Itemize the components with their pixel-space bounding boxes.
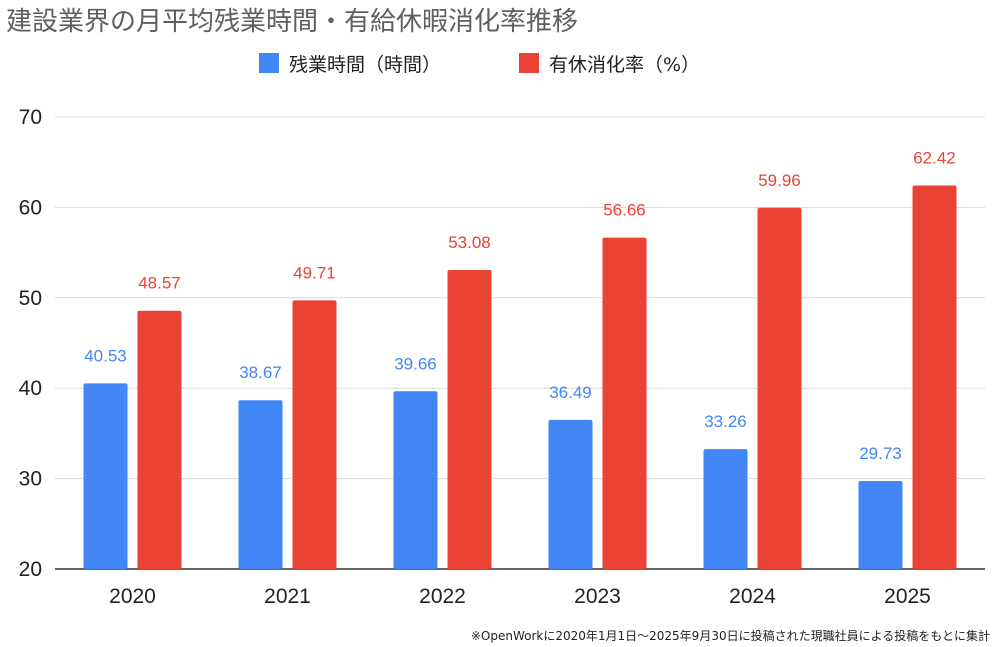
y-tick-label-60: 60 (19, 196, 42, 219)
y-tick-label-50: 50 (19, 287, 42, 310)
x-tick-label-2022: 2022 (419, 585, 466, 608)
chart-title: 建設業界の月平均残業時間・有給休暇消化率推移 (6, 7, 578, 37)
bar-leave-rate-2023 (602, 237, 647, 569)
y-tick-label-30: 30 (19, 468, 42, 491)
legend-swatch-leave-rate (519, 53, 539, 73)
legend-label-leave-rate: 有休消化率（%） (549, 54, 700, 76)
legend: 残業時間（時間） 有休消化率（%） (259, 53, 700, 76)
data-label-overtime-2024: 33.26 (704, 412, 747, 431)
data-label-leave-rate-2022: 53.08 (448, 233, 491, 252)
bar-leave-rate-2022 (447, 269, 492, 569)
bars (83, 185, 957, 569)
bar-overtime-2023 (548, 419, 593, 569)
bar-leave-rate-2021 (292, 300, 337, 569)
legend-swatch-overtime (259, 53, 279, 73)
bar-overtime-2025 (858, 481, 903, 569)
data-label-overtime-2023: 36.49 (549, 383, 592, 402)
data-labels: 40.53 48.57 38.67 49.71 39.66 53.08 36.49 56.66… (84, 149, 956, 464)
y-tick-label-70: 70 (19, 106, 42, 129)
bar-overtime-2024 (703, 449, 748, 569)
bar-overtime-2022 (393, 391, 438, 569)
data-label-leave-rate-2020: 48.57 (138, 274, 181, 293)
data-label-leave-rate-2025: 62.42 (913, 149, 956, 168)
y-tick-label-20: 20 (19, 558, 42, 581)
data-label-overtime-2020: 40.53 (84, 346, 127, 365)
x-tick-label-2020: 2020 (109, 585, 156, 608)
y-tick-label-40: 40 (19, 377, 42, 400)
data-label-overtime-2025: 29.73 (859, 444, 902, 463)
bar-overtime-2020 (83, 383, 128, 569)
bar-leave-rate-2025 (912, 185, 957, 569)
x-axis-ticks: 2020 2021 2022 2023 2024 2025 (109, 585, 931, 608)
bar-leave-rate-2024 (757, 207, 802, 569)
y-axis-ticks: 20 30 40 50 60 70 (19, 106, 42, 581)
data-label-leave-rate-2021: 49.71 (293, 263, 336, 282)
x-tick-label-2023: 2023 (574, 585, 621, 608)
data-label-overtime-2021: 38.67 (239, 363, 282, 382)
x-tick-label-2021: 2021 (264, 585, 311, 608)
legend-label-overtime: 残業時間（時間） (289, 54, 441, 76)
data-label-overtime-2022: 39.66 (394, 354, 437, 373)
data-label-leave-rate-2024: 59.96 (758, 171, 801, 190)
bar-leave-rate-2020 (137, 310, 182, 569)
x-tick-label-2025: 2025 (884, 585, 931, 608)
gridlines (55, 116, 985, 570)
bar-overtime-2021 (238, 400, 283, 569)
data-label-leave-rate-2023: 56.66 (603, 201, 646, 220)
footnote: ※OpenWorkに2020年1月1日〜2025年9月30日に投稿された現職社員… (471, 628, 990, 643)
x-tick-label-2024: 2024 (729, 585, 776, 608)
